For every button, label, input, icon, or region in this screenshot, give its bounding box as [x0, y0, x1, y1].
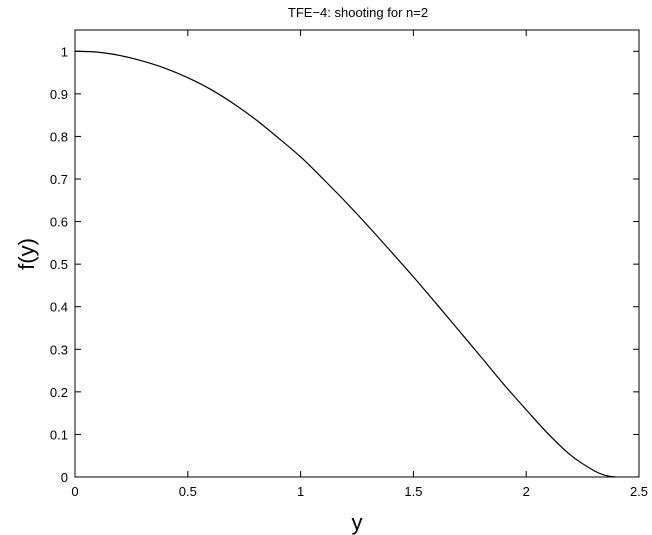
y-axis-label: f(y) — [14, 238, 39, 270]
x-tick-label: 0 — [71, 484, 78, 499]
y-tick-label: 0.7 — [50, 172, 68, 187]
y-tick-label: 0.3 — [50, 342, 68, 357]
y-tick-label: 0 — [61, 470, 68, 485]
y-tick-label: 0.9 — [50, 87, 68, 102]
y-tick-label: 1 — [61, 44, 68, 59]
ticks: 0 0.5 1 1.5 2 2.5 0 0.1 0.2 0.3 0.4 0.5 0.6 0.7 0.8 0.9… — [50, 30, 648, 499]
y-tick-label: 0.2 — [50, 385, 68, 400]
y-tick-label: 0.5 — [50, 257, 68, 272]
y-tick-label: 0.6 — [50, 215, 68, 230]
x-axis-label: y — [352, 510, 363, 535]
x-tick-label: 0.5 — [179, 484, 197, 499]
plot-frame — [74, 29, 640, 478]
x-tick-label: 1.5 — [404, 484, 422, 499]
x-tick-label: 2 — [523, 484, 530, 499]
chart-title: TFE−4: shooting for n=2 — [288, 5, 428, 20]
data-series-line — [74, 50, 616, 478]
y-tick-label: 0.4 — [50, 300, 68, 315]
x-tick-label: 1 — [297, 484, 304, 499]
y-tick-label: 0.8 — [50, 129, 68, 144]
y-tick-label: 0.1 — [50, 427, 68, 442]
x-tick-label: 2.5 — [630, 484, 648, 499]
